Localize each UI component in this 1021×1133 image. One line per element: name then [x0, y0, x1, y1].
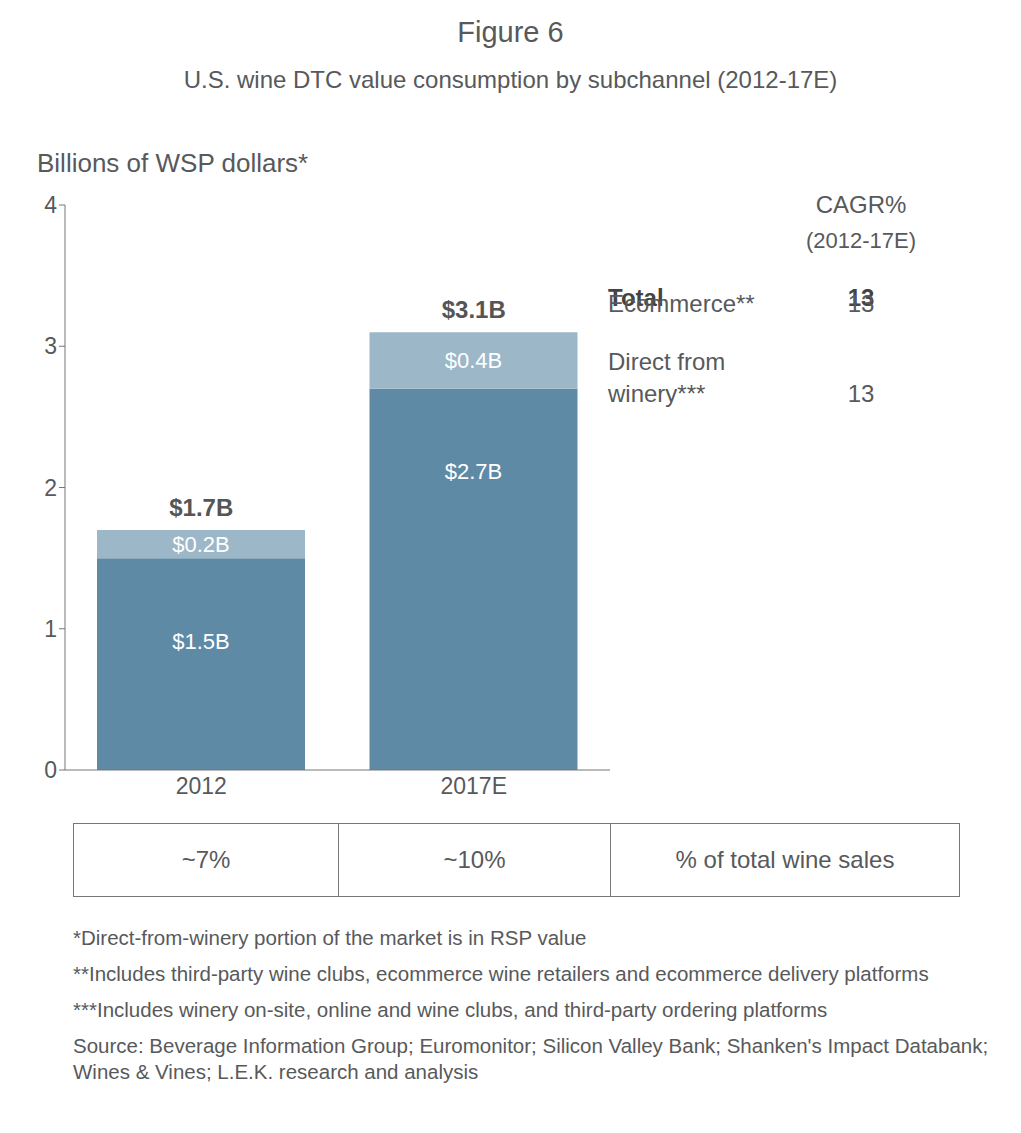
html-text:***Includes winery on-site, on: ***Includes winery on-site, online and w…: [73, 998, 828, 1021]
svg-text:2: 2: [44, 475, 57, 501]
svg-text:$0.2B: $0.2B: [172, 532, 230, 557]
html-text:*Direct-from-winery portion of: *Direct-from-winery portion of the marke…: [73, 926, 587, 949]
html-text:Ecommerce**: Ecommerce**: [608, 290, 755, 317]
html-text:U.S. wine DTC value consumptio: U.S. wine DTC value consumption by subch…: [183, 66, 838, 93]
html-text:**Includes third-party wine cl: **Includes third-party wine clubs, ecomm…: [73, 962, 929, 985]
html-text:Direct from winery***: Direct from winery***: [608, 348, 726, 407]
html-text:Figure 6: Figure 6: [457, 16, 564, 48]
html-text:~7%: ~7%: [181, 846, 231, 873]
svg-text:$1.7B: $1.7B: [169, 494, 233, 521]
svg-text:$0.4B: $0.4B: [445, 348, 503, 373]
html-text:Total: Total: [608, 284, 664, 311]
svg-text:4: 4: [44, 192, 57, 218]
svg-text:0: 0: [44, 757, 57, 783]
svg-text:$3.1B: $3.1B: [442, 296, 506, 323]
svg-text:$1.5B: $1.5B: [172, 629, 230, 654]
html-text:% of total wine sales: % of total wine sales: [675, 846, 895, 873]
html-text:Billions of WSP dollars*: Billions of WSP dollars*: [37, 148, 309, 178]
svg-text:3: 3: [44, 333, 57, 359]
svg-text:1: 1: [44, 616, 57, 642]
svg-text:2012: 2012: [176, 773, 227, 799]
html-text:13: 13: [847, 380, 875, 407]
html-text:(2012-17E): (2012-17E): [806, 228, 916, 253]
html-text:~10%: ~10%: [443, 846, 506, 873]
html-text:Source: Beverage Information G: Source: Beverage Information Group; Euro…: [73, 1034, 989, 1083]
svg-text:2017E: 2017E: [440, 773, 507, 799]
html-text:CAGR%: CAGR%: [815, 191, 907, 218]
svg-text:$2.7B: $2.7B: [445, 459, 503, 484]
html-text:13: 13: [847, 284, 875, 311]
